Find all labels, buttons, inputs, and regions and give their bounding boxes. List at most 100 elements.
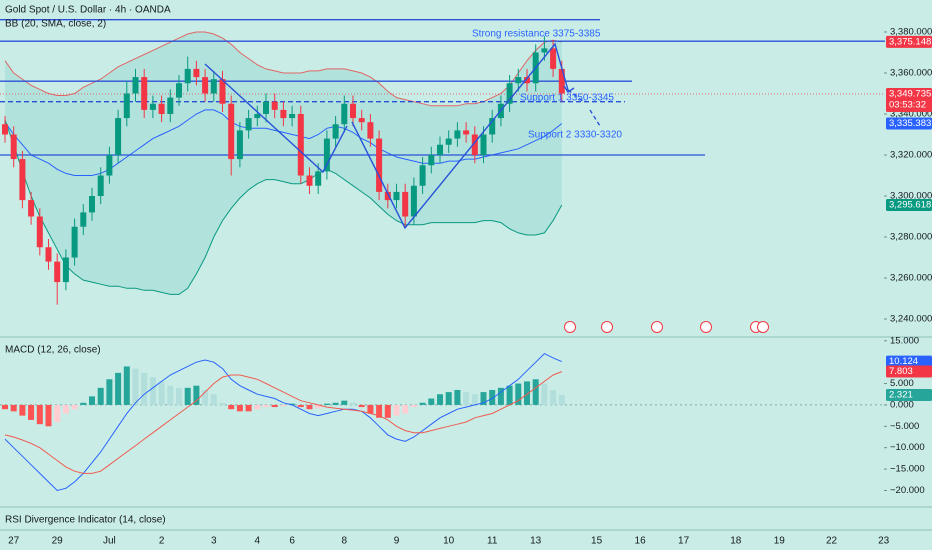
candle-body: [323, 138, 330, 172]
histogram-bar: [376, 404, 383, 418]
histogram-bar: [463, 392, 470, 405]
price-tag: [886, 365, 932, 378]
x-tick-label: 10: [443, 536, 455, 547]
candle-body: [402, 191, 409, 217]
candle-body: [280, 109, 287, 119]
candle-body: [506, 83, 513, 104]
histogram-bar: [219, 402, 226, 405]
arrow-head: [563, 85, 575, 93]
histogram-bar: [515, 383, 522, 405]
histogram-bar: [271, 404, 278, 408]
candle-body: [445, 138, 452, 145]
candle-body: [289, 113, 296, 119]
x-tick-label: 17: [678, 536, 690, 547]
price-tag: [886, 35, 932, 48]
candle-body: [10, 134, 17, 160]
event-icon[interactable]: [757, 321, 769, 333]
histogram-bar: [254, 404, 261, 410]
candle-body: [167, 97, 174, 114]
price-tag: [886, 198, 932, 211]
histogram-bar: [71, 404, 78, 410]
candle-body: [54, 261, 61, 283]
candle-body: [480, 134, 487, 155]
candle-body: [228, 103, 235, 160]
candle-body: [271, 101, 278, 110]
x-tick-label: 2: [159, 536, 165, 547]
annotation: Support 2 3330-3320: [528, 130, 622, 141]
candle-body: [141, 77, 148, 110]
y-tick-label: 3,300.000: [890, 191, 932, 202]
macd-line: [4, 371, 562, 474]
x-tick-label: 18: [730, 536, 742, 547]
candle-body: [550, 48, 557, 69]
histogram-bar: [323, 403, 330, 405]
candle-body: [202, 77, 209, 94]
histogram-bar: [28, 404, 35, 420]
x-tick-label: 19: [774, 536, 786, 547]
histogram-bar: [10, 404, 17, 412]
histogram-bar: [454, 389, 461, 405]
x-tick-label: 6: [289, 536, 295, 547]
candle-body: [219, 79, 226, 104]
histogram-bar: [210, 394, 217, 405]
candle-body: [2, 124, 8, 135]
y-tick-label: 3,260.000: [890, 273, 932, 284]
histogram-bar: [306, 404, 313, 410]
indicator-label: RSI Divergence Indicator (14, close): [5, 515, 166, 526]
histogram-bar: [132, 368, 139, 405]
histogram-bar: [506, 385, 513, 405]
histogram-bar: [167, 385, 174, 405]
histogram-bar: [149, 377, 156, 405]
histogram-bar: [176, 387, 182, 405]
y-tick-label: −15.000: [890, 464, 925, 475]
candle-body: [367, 122, 374, 139]
histogram-bar: [141, 372, 148, 405]
candle-body: [89, 195, 95, 213]
y-tick-label: 3,340.000: [890, 109, 932, 120]
histogram-bar: [550, 389, 557, 405]
x-tick-label: Jul: [103, 536, 116, 547]
event-icon[interactable]: [564, 321, 576, 333]
event-icon[interactable]: [651, 321, 663, 333]
histogram-bar: [280, 404, 287, 407]
candle-body: [541, 48, 548, 53]
histogram-bar: [193, 385, 200, 405]
candle-body: [341, 103, 348, 125]
projection-line: [589, 109, 601, 127]
price-tag: [886, 88, 932, 113]
histogram-bar: [393, 404, 400, 416]
histogram-bar: [115, 372, 122, 405]
histogram-bar: [89, 396, 95, 405]
histogram-bar: [410, 404, 417, 408]
price-tag-label: 3,335.383: [889, 118, 931, 129]
band-line: [4, 109, 563, 176]
histogram-bar: [263, 404, 269, 408]
price-tag: [886, 389, 932, 402]
histogram-bar: [445, 392, 452, 405]
x-tick-label: 29: [52, 536, 64, 547]
price-tag-label: 3,295.618: [889, 199, 931, 210]
histogram-bar: [236, 404, 243, 412]
histogram-bar: [367, 404, 374, 414]
price-tag-label: 7.803: [889, 366, 913, 377]
x-tick-label: 22: [826, 536, 838, 547]
histogram-bar: [297, 404, 304, 408]
candle-body: [315, 171, 322, 186]
event-icon[interactable]: [601, 321, 613, 333]
candle-body: [158, 103, 165, 114]
macd-line: [4, 352, 562, 492]
y-tick-label: 15.000: [890, 335, 919, 346]
candle-body: [524, 77, 530, 84]
x-tick-label: 27: [8, 536, 20, 547]
histogram-bar: [45, 404, 52, 427]
indicator-label: BB (20, SMA, close, 2): [5, 19, 106, 30]
y-tick-label: −10.000: [890, 442, 925, 453]
candle-body: [393, 191, 400, 201]
x-tick-label: 9: [394, 536, 400, 547]
candle-body: [210, 79, 217, 94]
event-icon[interactable]: [700, 321, 712, 333]
histogram-bar: [558, 395, 565, 405]
candle-body: [410, 185, 417, 217]
